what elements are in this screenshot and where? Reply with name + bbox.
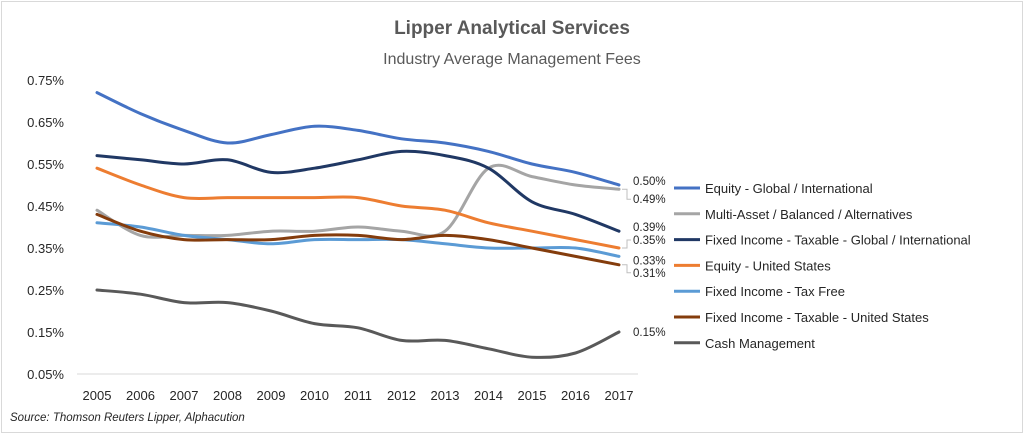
x-tick-label: 2010 — [300, 388, 329, 403]
y-tick-label: 0.65% — [27, 115, 64, 130]
end-labels: 0.50% 0.49% 0.39%0.35% 0.33%0.31% 0.15% — [633, 176, 666, 339]
series-line — [95, 212, 621, 267]
x-tick-label: 2014 — [474, 388, 503, 403]
legend-label: Equity - Global / International — [705, 181, 873, 196]
end-label: 0.31% — [633, 268, 666, 280]
x-tick-label: 2016 — [561, 388, 590, 403]
x-tick-label: 2007 — [170, 388, 199, 403]
series-line — [95, 166, 621, 250]
end-label: 0.49% — [633, 194, 666, 206]
end-label: 0.15% — [633, 327, 666, 339]
source-note: Source: Thomson Reuters Lipper, Alphacut… — [10, 412, 245, 424]
x-tick-label: 2006 — [126, 388, 155, 403]
x-tick-label: 2015 — [518, 388, 547, 403]
leader-line — [622, 264, 631, 274]
chart-title: Lipper Analytical Services — [394, 18, 630, 39]
series-line — [95, 163, 621, 239]
series-line — [95, 288, 621, 359]
legend-label: Equity - United States — [705, 258, 831, 273]
end-label: 0.33% — [633, 255, 666, 267]
y-tick-label: 0.55% — [27, 157, 64, 172]
end-label-leaders — [622, 188, 631, 274]
x-tick-label: 2009 — [257, 388, 286, 403]
legend-label: Multi-Asset / Balanced / Alternatives — [705, 207, 913, 222]
y-tick-label: 0.25% — [27, 283, 64, 298]
leader-line — [622, 239, 631, 249]
chart-subtitle: Industry Average Management Fees — [383, 51, 641, 68]
x-tick-label: 2012 — [387, 388, 416, 403]
y-tick-label: 0.05% — [27, 367, 64, 382]
series-lines — [95, 91, 621, 359]
legend-label: Cash Management — [705, 336, 815, 351]
legend-label: Fixed Income - Taxable - Global / Intern… — [705, 233, 971, 248]
end-label: 0.39% — [633, 222, 666, 234]
x-tick-label: 2013 — [431, 388, 460, 403]
y-tick-label: 0.35% — [27, 241, 64, 256]
series-line — [95, 149, 621, 233]
leader-line — [622, 188, 631, 200]
x-tick-label: 2008 — [213, 388, 242, 403]
x-tick-label: 2005 — [83, 388, 112, 403]
x-axis: 2005 2006 2007 2008 2009 2010 2011 2012 2013 2014… — [77, 373, 638, 403]
x-tick-label: 2011 — [344, 388, 372, 403]
legend: Equity - Global / International Multi-Ass… — [674, 181, 971, 351]
y-tick-label: 0.15% — [27, 325, 64, 340]
y-axis: 0.05% 0.15% 0.25% 0.35% 0.45% 0.55% 0.65% 0.75% — [27, 73, 64, 382]
end-label: 0.50% — [633, 176, 666, 188]
x-tick-label: 2017 — [605, 388, 634, 403]
end-label: 0.35% — [633, 235, 666, 247]
y-tick-label: 0.45% — [27, 199, 64, 214]
series-line — [95, 91, 621, 187]
y-tick-label: 0.75% — [27, 73, 64, 88]
legend-label: Fixed Income - Tax Free — [705, 284, 845, 299]
legend-label: Fixed Income - Taxable - United States — [705, 310, 929, 325]
